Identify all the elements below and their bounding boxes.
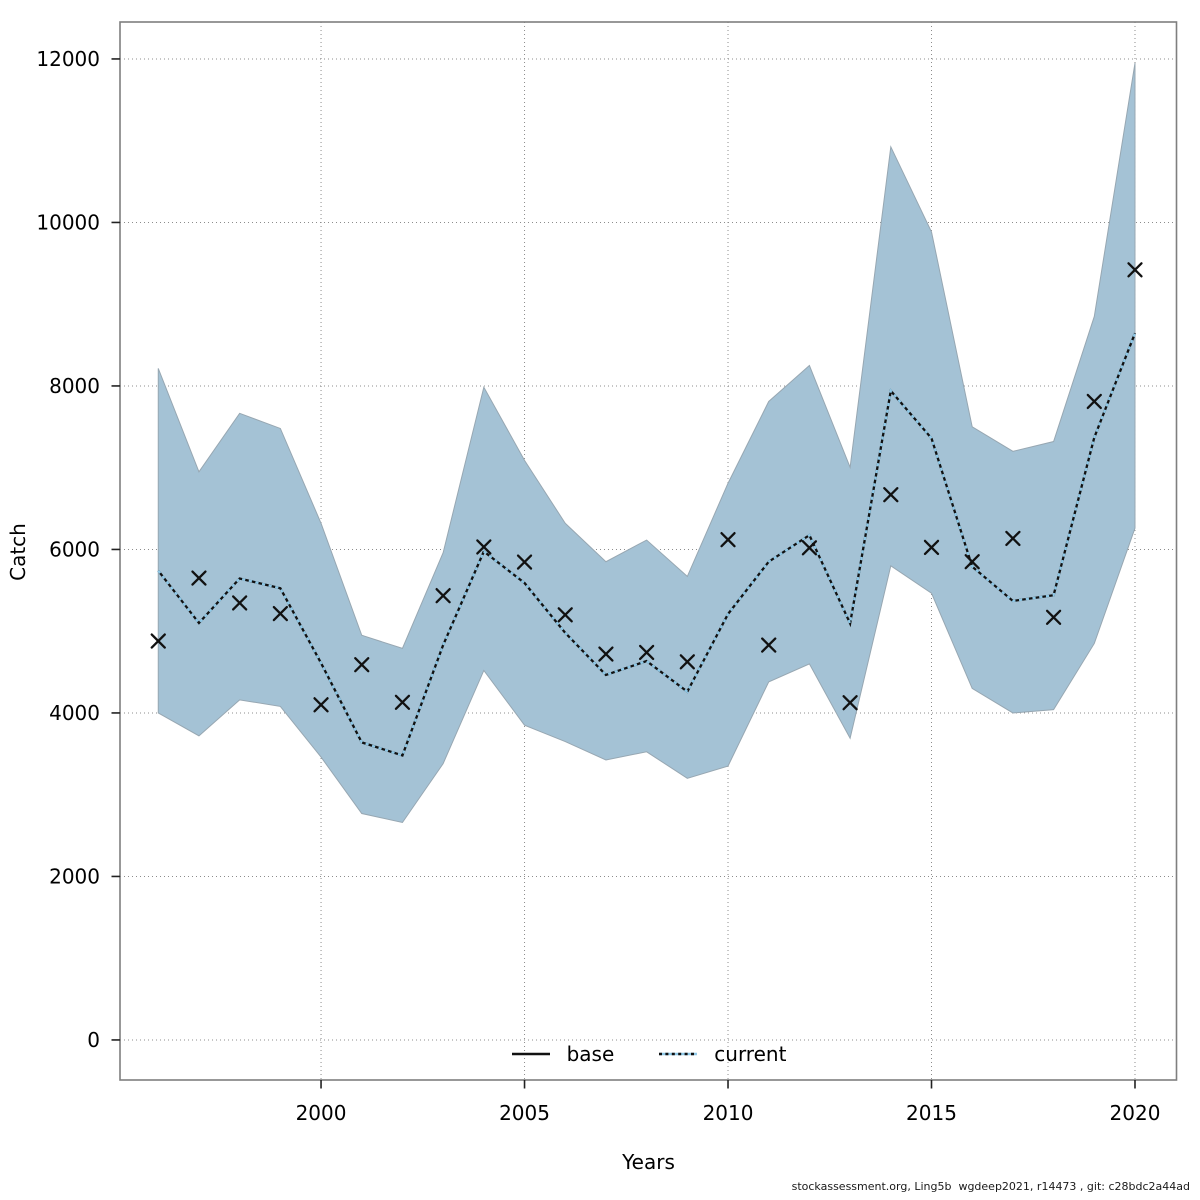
observed-catch-marker (1045, 609, 1062, 625)
y-axis-title: Catch (6, 523, 30, 581)
observed-catch-marker (354, 657, 370, 673)
observed-catch-marker (964, 554, 980, 570)
observed-catch-marker (638, 644, 655, 661)
observed-catch-marker (883, 487, 899, 503)
observed-catch-marker (1127, 262, 1143, 278)
observed-catch-marker (598, 646, 614, 662)
observed-catch-marker (231, 595, 248, 611)
y-tick-label: 12000 (36, 47, 100, 71)
observed-catch-marker (801, 540, 818, 556)
observed-catch-marker (923, 539, 940, 556)
legend-item-current: current (658, 1042, 786, 1066)
legend-item-base: base (511, 1042, 615, 1066)
observed-catch-marker (272, 605, 288, 622)
x-tick-label: 2005 (499, 1101, 550, 1125)
x-tick-label: 2020 (1110, 1101, 1161, 1125)
y-tick-label: 10000 (36, 210, 100, 234)
observed-catch-marker (313, 697, 329, 713)
y-tick-label: 6000 (49, 537, 100, 561)
y-tick-label: 8000 (49, 374, 100, 398)
current-line (157, 332, 1137, 757)
y-tick-label: 2000 (49, 864, 100, 888)
legend-label-base: base (566, 1042, 615, 1066)
observed-catch-marker (679, 654, 695, 670)
observed-catch-marker (720, 531, 736, 548)
observed-catch-marker (150, 633, 166, 649)
source-attribution: stockassessment.org, Ling5b wgdeep2021, … (791, 1180, 1190, 1193)
x-tick-label: 2015 (906, 1101, 957, 1125)
x-tick-label: 2000 (296, 1101, 347, 1125)
observed-catch-marker (394, 694, 411, 710)
observed-catch-marker (842, 695, 858, 711)
y-tick-label: 0 (87, 1028, 100, 1052)
legend-label-current: current (714, 1042, 787, 1066)
observed-catch-marker (761, 637, 777, 653)
x-tick-label: 2010 (703, 1101, 754, 1125)
observed-catch-marker (476, 539, 492, 555)
x-axis-title: Years (622, 1150, 675, 1174)
confidence-band (157, 62, 1136, 824)
chart-legend: base current (120, 1042, 1177, 1066)
y-tick-label: 4000 (49, 701, 100, 725)
observed-catch-marker (1086, 393, 1102, 410)
observed-catch-marker (516, 554, 533, 570)
observed-catch-marker (557, 607, 573, 623)
observed-catch-marker (435, 587, 451, 604)
current-line-swatch-icon (659, 1052, 698, 1056)
base-line-swatch-icon (511, 1052, 550, 1056)
plot-border (119, 21, 1178, 1081)
observed-catch-marker (1005, 530, 1021, 547)
observed-catch-marker (191, 570, 207, 586)
